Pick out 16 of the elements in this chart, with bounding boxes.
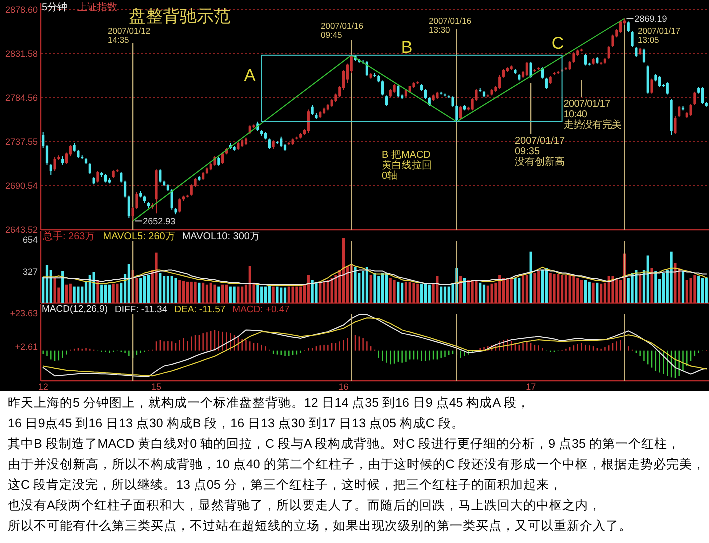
annotation: 2869.19 — [634, 14, 668, 24]
annotation: 上证指数 — [78, 2, 118, 14]
annotation: C — [552, 34, 564, 53]
annotation: A — [244, 66, 256, 85]
annotation: 2007/01/16 13:30 — [429, 16, 472, 35]
annotation: 2007/01/12 14:35 — [108, 26, 151, 45]
annotation: 2007/01/17 10:40 走势没有完美 — [564, 99, 622, 131]
annotation: B — [401, 38, 413, 57]
subtitle: 5分钟 — [42, 2, 68, 14]
title: 盘整背驰示范 — [129, 7, 231, 26]
annotation: 2007/01/16 09:45 — [321, 21, 364, 40]
annotation: 2652.93 — [143, 216, 176, 226]
annotation: B 把MACD 黄白线拉回 0轴 — [382, 150, 432, 182]
annotation: 2007/01/17 13:05 — [638, 26, 681, 45]
title: MACD(12,26,9) — [42, 304, 108, 315]
annotation: 2007/01/17 09:35 没有创新高 — [515, 136, 566, 168]
